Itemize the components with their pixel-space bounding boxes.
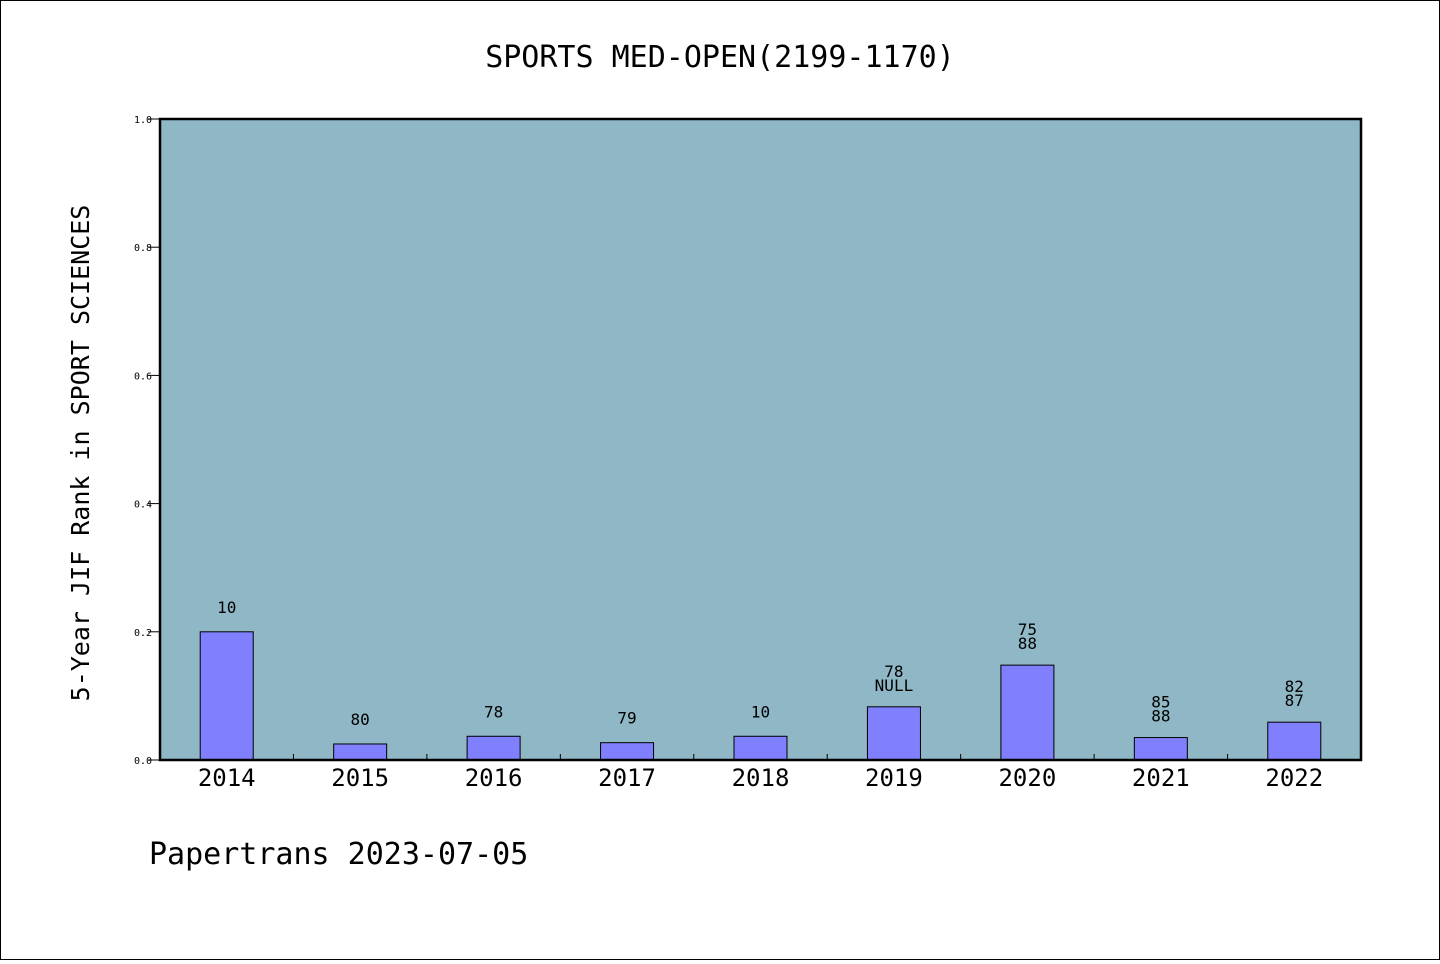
data-label-2022-0: 82 [1285, 677, 1304, 696]
data-label-2020-0: 75 [1018, 620, 1037, 639]
bar-2019 [866, 706, 921, 761]
data-label-2018-0: 10 [751, 702, 770, 721]
x-tick-label-2015: 2015 [331, 764, 389, 792]
data-label-2019-0: 78 [884, 662, 903, 681]
data-label-2020-1: 88 [1018, 634, 1037, 653]
plot-area [160, 119, 1361, 760]
y-axis-ticks: 0.0 0.2 0.4 0.6 0.8 1.0 [134, 115, 160, 767]
x-tick-label-2016: 2016 [465, 764, 523, 792]
plot-border [158, 117, 1363, 762]
y-tick-label: 1.0 [134, 115, 152, 126]
data-label-2022-1: 87 [1285, 691, 1304, 710]
bar-2018 [733, 735, 788, 761]
data-label-2019-1: NULL [875, 676, 914, 695]
data-label-2021-1: 88 [1151, 707, 1170, 726]
bars [199, 631, 1322, 761]
x-tick-label-2021: 2021 [1132, 764, 1190, 792]
y-tick-label: 0.8 [134, 243, 152, 254]
y-tick-label: 0.6 [134, 371, 152, 382]
data-label-2014-0: 10 [217, 598, 236, 617]
x-tick-label-2022: 2022 [1265, 764, 1323, 792]
bar-2021 [1133, 737, 1188, 761]
x-tick-label-2017: 2017 [598, 764, 656, 792]
data-label-2021-0: 85 [1151, 693, 1170, 712]
y-tick-label: 0.0 [134, 756, 152, 767]
footer-text: Papertrans 2023-07-05 [149, 837, 528, 872]
x-tick-label-2019: 2019 [865, 764, 923, 792]
x-tick-label-2020: 2020 [998, 764, 1056, 792]
bar-2020 [1000, 664, 1055, 761]
y-axis-label: 5-Year JIF Rank in SPORT SCIENCES [66, 205, 95, 702]
bar-2017 [600, 742, 655, 761]
x-tick-label-2014: 2014 [198, 764, 256, 792]
bar-2022 [1267, 721, 1322, 761]
y-tick-label: 0.4 [134, 500, 152, 511]
y-tick-label: 0.2 [134, 628, 152, 639]
data-label-2017-0: 79 [617, 709, 636, 728]
bar-2016 [466, 735, 521, 761]
x-axis-ticks: 2014 2015 2016 2017 2018 2019 2020 2021 2022 [198, 754, 1323, 792]
bar-2015 [333, 743, 388, 761]
x-tick-label-2018: 2018 [732, 764, 790, 792]
chart-title: SPORTS MED-OPEN(2199-1170) [485, 40, 955, 75]
bar-2014 [199, 631, 254, 761]
data-label-2016-0: 78 [484, 702, 503, 721]
data-label-2015-0: 80 [351, 710, 370, 729]
